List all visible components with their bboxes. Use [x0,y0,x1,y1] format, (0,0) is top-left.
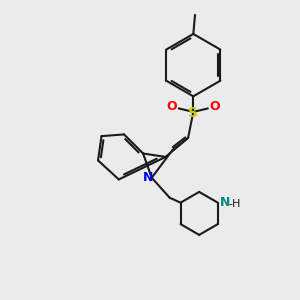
Text: O: O [167,100,177,113]
Text: N: N [142,170,153,184]
Text: S: S [188,106,198,120]
Text: -H: -H [228,200,241,209]
Text: N: N [220,196,231,209]
Text: O: O [209,100,220,113]
